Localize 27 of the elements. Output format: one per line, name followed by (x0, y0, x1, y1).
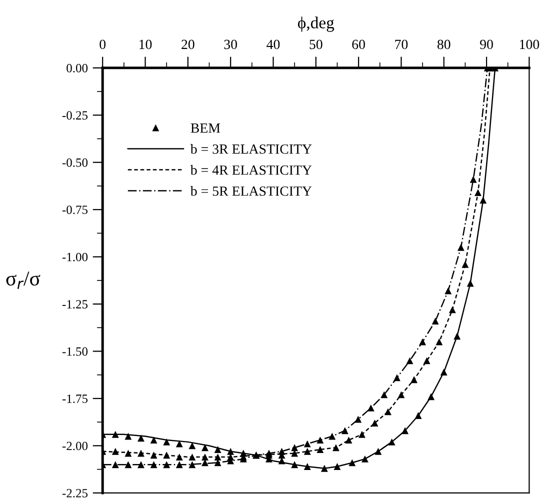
x-tick-label: 70 (395, 40, 408, 50)
x-tick-label: 10 (140, 40, 152, 50)
y-tick-label: -0.25 (62, 111, 88, 120)
y-axis-title: σ$_{r}$/σ (6, 272, 40, 289)
y-tick-label: -0.50 (62, 158, 88, 167)
y-tick-label: 0.00 (66, 64, 88, 72)
y-tick-label: -1.75 (62, 394, 88, 403)
x-tick-label: 30 (224, 40, 237, 50)
legend-label: b = 5R ELASTICITY (190, 186, 312, 196)
x-tick-label: 100 (520, 40, 540, 50)
y-tick-label: -1.25 (62, 300, 88, 309)
x-tick-label: 40 (266, 40, 280, 50)
legend-label: b = 3R ELASTICITY (190, 144, 312, 154)
x-tick-label: 80 (437, 40, 450, 50)
x-axis-title: ϕ,deg (298, 16, 334, 32)
x-tick-label: 90 (480, 40, 493, 50)
x-tick-label: 50 (310, 40, 322, 50)
x-tick-label: 60 (352, 40, 365, 50)
y-tick-label: -2.25 (62, 489, 88, 498)
y-tick-label: -0.75 (62, 206, 88, 214)
y-tick-label: -2.00 (62, 442, 88, 450)
x-tick-label: 0 (100, 40, 106, 50)
y-tick-label: -1.00 (62, 252, 88, 262)
x-tick-label: 20 (182, 40, 194, 50)
legend-label: BEM (190, 124, 220, 133)
legend-label: b = 4R ELASTICITY (190, 165, 312, 175)
y-tick-label: -1.50 (62, 347, 88, 356)
